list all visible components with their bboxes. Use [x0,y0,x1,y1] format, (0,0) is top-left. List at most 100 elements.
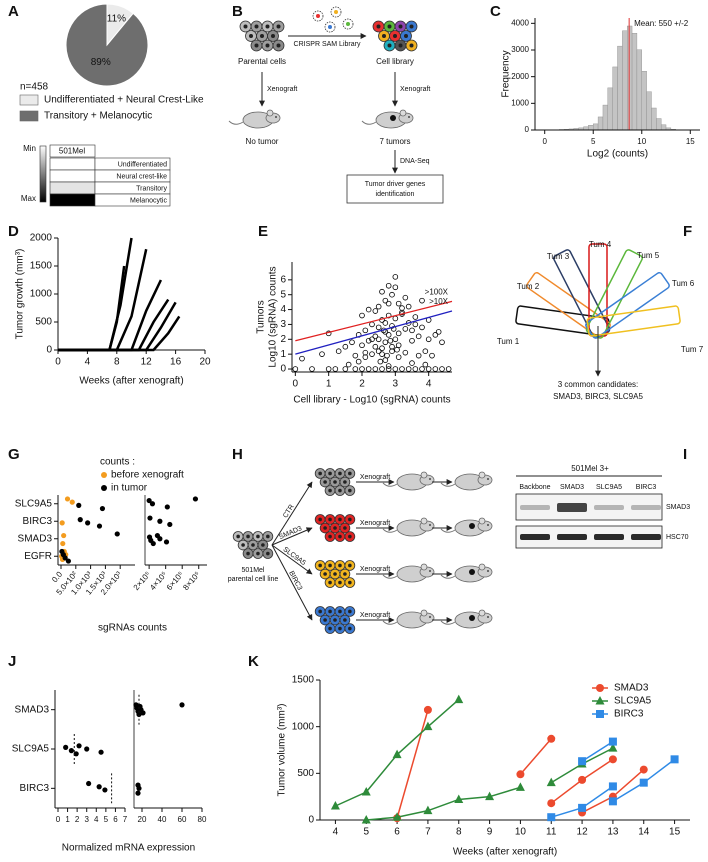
mouse-tail [440,620,456,625]
x-tick-label: 80 [198,815,207,824]
heatmap-cell [49,169,96,183]
arrow [271,481,313,546]
x-tick-label: 5 [104,815,109,824]
y-tick-label: 1 [280,349,286,360]
histogram-bar [588,124,594,131]
y-tick-label: 1000 [292,721,315,732]
mouse-eye [429,570,431,572]
point [385,282,392,289]
point [332,366,339,372]
point [86,780,92,787]
point [84,746,90,752]
point [319,351,325,357]
point [382,339,389,346]
cell-nucleus [318,471,322,476]
panel-label: C [490,3,501,20]
legend-title: counts : [100,457,135,468]
point [412,321,419,328]
point [385,332,392,338]
line-label: >100X [425,288,449,297]
point [392,812,402,821]
point [372,343,379,350]
point [385,300,392,307]
point [409,337,415,344]
point [392,366,399,372]
mouse-ear [478,471,486,479]
panel-label: I [683,446,687,463]
legend-marker [101,485,107,491]
arrow [271,544,313,575]
point [359,342,365,349]
x-tick-label: 4 [94,815,99,824]
label: Xenograft [360,612,390,619]
point [547,734,556,743]
cell-nucleus [328,471,332,476]
cell-nucleus [343,526,347,530]
cell-nucleus [348,471,352,476]
point [59,520,65,526]
cell-nucleus [348,534,352,539]
point [102,787,108,793]
point [402,294,409,301]
cell-nucleus [328,609,332,614]
series-line [396,709,429,819]
band [520,505,550,510]
y-axis-label: Tumor growth (mm³) [15,249,26,340]
pie-label: 11% [107,13,126,24]
point [359,366,365,372]
cell-nucleus [348,626,352,631]
x-tick-label: 60 [178,815,187,824]
x-tick-label: 3 [393,379,399,390]
x-axis-label: Normalized mRNA expression [62,843,195,854]
histogram-bar [646,91,652,131]
point [379,366,385,372]
label: 7 tumors [379,137,410,146]
y-tick-label: 4 [280,304,286,315]
y-tick-label: SMAD3 [15,704,50,715]
point [578,803,587,812]
cell-nucleus [348,488,352,493]
x-tick-label: 2×10⁵ [132,570,153,592]
legend-marker [596,710,604,718]
point [382,320,389,326]
label: parental cell line [228,576,279,583]
legend-label: Undifferentiated + Neural Crest-Like [44,95,204,106]
lane-label: BIRC3 [636,484,657,491]
point [135,790,141,796]
point [382,297,389,304]
cell-nucleus [246,534,250,539]
point [330,801,340,810]
mouse-ear [420,609,428,617]
cell-nucleus [323,480,327,484]
point [409,360,415,366]
mouse-ear [420,563,428,571]
point [65,558,71,564]
point [147,515,153,521]
cell-nucleus [276,24,281,29]
caption: SMAD3, BIRC3, SLC9A5 [553,392,643,401]
x-tick-label: 10 [515,827,527,838]
point [62,555,68,561]
point [140,710,146,716]
cell-nucleus [348,563,352,568]
histogram-bar [651,107,657,131]
tumor-label: Tum 7 [681,345,704,354]
protein-label: SMAD3 [666,504,690,511]
point [395,330,402,337]
point [412,366,419,372]
point [547,813,556,822]
mouse-ear [420,471,428,479]
mouse-tail [382,528,398,533]
cell-nucleus [333,526,337,530]
cell-nucleus [251,543,255,547]
point [439,339,445,346]
point [415,333,422,340]
point [389,323,395,329]
cell-nucleus [318,517,322,522]
blot-title: 501Mel 3+ [571,464,609,473]
point [379,351,385,357]
x-tick-label: 0 [542,137,547,146]
x-tick-label: 4×10⁵ [148,570,169,592]
point [157,536,163,542]
point [377,358,384,365]
